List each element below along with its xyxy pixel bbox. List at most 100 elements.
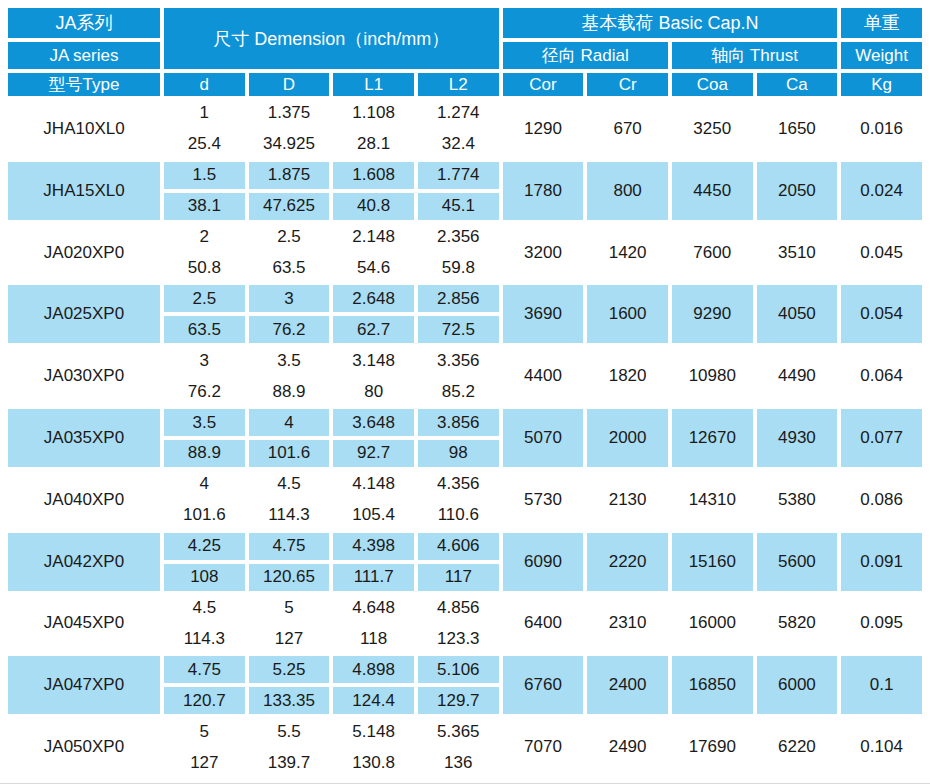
dim-mm-cell: 76.2 xyxy=(249,316,330,343)
dim-mm-cell: 85.2 xyxy=(418,378,499,405)
dim-mm-cell: 139.7 xyxy=(249,749,330,776)
cor-cell: 7070 xyxy=(503,718,584,776)
cr-cell: 2400 xyxy=(587,656,668,714)
dim-mm-cell: 124.4 xyxy=(333,687,414,714)
cr-cell: 2220 xyxy=(587,533,668,591)
dim-inch-cell: 1.375 xyxy=(249,100,330,127)
dim-inch-cell: 5.25 xyxy=(249,656,330,683)
model-cell: JA035XP0 xyxy=(8,409,160,467)
dim-mm-cell: 129.7 xyxy=(418,687,499,714)
ca-cell: 3510 xyxy=(757,224,838,282)
model-cell: JA047XP0 xyxy=(8,656,160,714)
kg-cell: 0.1 xyxy=(841,656,922,714)
table-row: JA025XP02.532.6482.85636901600929040500.… xyxy=(8,285,922,312)
cor-cell: 4400 xyxy=(503,347,584,405)
ca-cell: 4490 xyxy=(757,347,838,405)
table-row: JA020XP022.52.1482.35632001420760035100.… xyxy=(8,224,922,251)
ca-cell: 4050 xyxy=(757,285,838,343)
table-row: JA045XP04.554.6484.856640023101600058200… xyxy=(8,595,922,622)
cr-cell: 2000 xyxy=(587,409,668,467)
weight-header-cn: 单重 xyxy=(841,8,922,38)
dim-inch-cell: 4.75 xyxy=(164,656,245,683)
dim-inch-cell: 2.148 xyxy=(333,224,414,251)
kg-cell: 0.016 xyxy=(841,100,922,158)
ca-cell: 5380 xyxy=(757,471,838,529)
column-header-D: D xyxy=(249,73,330,96)
model-cell: JA050XP0 xyxy=(8,718,160,776)
dim-inch-cell: 2.648 xyxy=(333,285,414,312)
coa-cell: 7600 xyxy=(672,224,753,282)
dim-inch-cell: 3.148 xyxy=(333,347,414,374)
dim-inch-cell: 4.898 xyxy=(333,656,414,683)
column-header-Ca: Ca xyxy=(757,73,838,96)
dim-inch-cell: 4.75 xyxy=(249,533,330,560)
model-cell: JA040XP0 xyxy=(8,471,160,529)
cor-cell: 6760 xyxy=(503,656,584,714)
coa-cell: 9290 xyxy=(672,285,753,343)
table-row: JA035XP03.543.6483.856507020001267049300… xyxy=(8,409,922,436)
table-row: JA042XP04.254.754.3984.60660902220151605… xyxy=(8,533,922,560)
table-row: JA040XP044.54.1484.356573021301431053800… xyxy=(8,471,922,498)
dim-mm-cell: 88.9 xyxy=(164,440,245,467)
cr-cell: 1600 xyxy=(587,285,668,343)
model-cell: JA030XP0 xyxy=(8,347,160,405)
cor-cell: 1780 xyxy=(503,162,584,220)
dim-inch-cell: 2 xyxy=(164,224,245,251)
dim-inch-cell: 5.148 xyxy=(333,718,414,745)
kg-cell: 0.104 xyxy=(841,718,922,776)
dim-inch-cell: 1.875 xyxy=(249,162,330,189)
ca-cell: 5600 xyxy=(757,533,838,591)
spec-table: JA系列 尺寸 Demension（inch/mm） 基本载荷 Basic Ca… xyxy=(4,4,926,780)
dim-inch-cell: 4 xyxy=(164,471,245,498)
dim-mm-cell: 130.8 xyxy=(333,749,414,776)
dim-inch-cell: 5.106 xyxy=(418,656,499,683)
dim-mm-cell: 114.3 xyxy=(164,625,245,652)
column-header-Cr: Cr xyxy=(587,73,668,96)
coa-cell: 15160 xyxy=(672,533,753,591)
ca-cell: 2050 xyxy=(757,162,838,220)
model-cell: JA020XP0 xyxy=(8,224,160,282)
dim-inch-cell: 4.148 xyxy=(333,471,414,498)
model-cell: JHA10XL0 xyxy=(8,100,160,158)
dimension-header: 尺寸 Demension（inch/mm） xyxy=(164,8,499,69)
kg-cell: 0.024 xyxy=(841,162,922,220)
cor-cell: 6400 xyxy=(503,595,584,653)
kg-cell: 0.086 xyxy=(841,471,922,529)
table-row: JA047XP04.755.254.8985.10667602400168506… xyxy=(8,656,922,683)
cor-cell: 3200 xyxy=(503,224,584,282)
dim-mm-cell: 63.5 xyxy=(249,255,330,282)
dim-inch-cell: 1 xyxy=(164,100,245,127)
header-row-1: JA系列 尺寸 Demension（inch/mm） 基本载荷 Basic Ca… xyxy=(8,8,922,38)
dim-mm-cell: 117 xyxy=(418,564,499,591)
kg-cell: 0.054 xyxy=(841,285,922,343)
kg-cell: 0.064 xyxy=(841,347,922,405)
dim-mm-cell: 50.8 xyxy=(164,255,245,282)
dim-mm-cell: 62.7 xyxy=(333,316,414,343)
dim-inch-cell: 2.356 xyxy=(418,224,499,251)
ca-cell: 6000 xyxy=(757,656,838,714)
dim-mm-cell: 110.6 xyxy=(418,502,499,529)
dim-mm-cell: 114.3 xyxy=(249,502,330,529)
coa-cell: 3250 xyxy=(672,100,753,158)
column-header-Kg: Kg xyxy=(841,73,922,96)
cr-cell: 2130 xyxy=(587,471,668,529)
dim-mm-cell: 72.5 xyxy=(418,316,499,343)
dim-inch-cell: 1.5 xyxy=(164,162,245,189)
dim-inch-cell: 2.5 xyxy=(164,285,245,312)
dim-inch-cell: 1.774 xyxy=(418,162,499,189)
model-cell: JA042XP0 xyxy=(8,533,160,591)
column-header-L1: L1 xyxy=(333,73,414,96)
dim-mm-cell: 98 xyxy=(418,440,499,467)
series-label-en: JA series xyxy=(8,42,160,69)
dim-inch-cell: 4.5 xyxy=(164,595,245,622)
column-header-L2: L2 xyxy=(418,73,499,96)
table-row: JHA15XL01.51.8751.6081.77417808004450205… xyxy=(8,162,922,189)
ca-cell: 5820 xyxy=(757,595,838,653)
ca-cell: 6220 xyxy=(757,718,838,776)
dim-inch-cell: 2.856 xyxy=(418,285,499,312)
kg-cell: 0.091 xyxy=(841,533,922,591)
cor-cell: 3690 xyxy=(503,285,584,343)
coa-cell: 17690 xyxy=(672,718,753,776)
ca-cell: 4930 xyxy=(757,409,838,467)
model-cell: JHA15XL0 xyxy=(8,162,160,220)
